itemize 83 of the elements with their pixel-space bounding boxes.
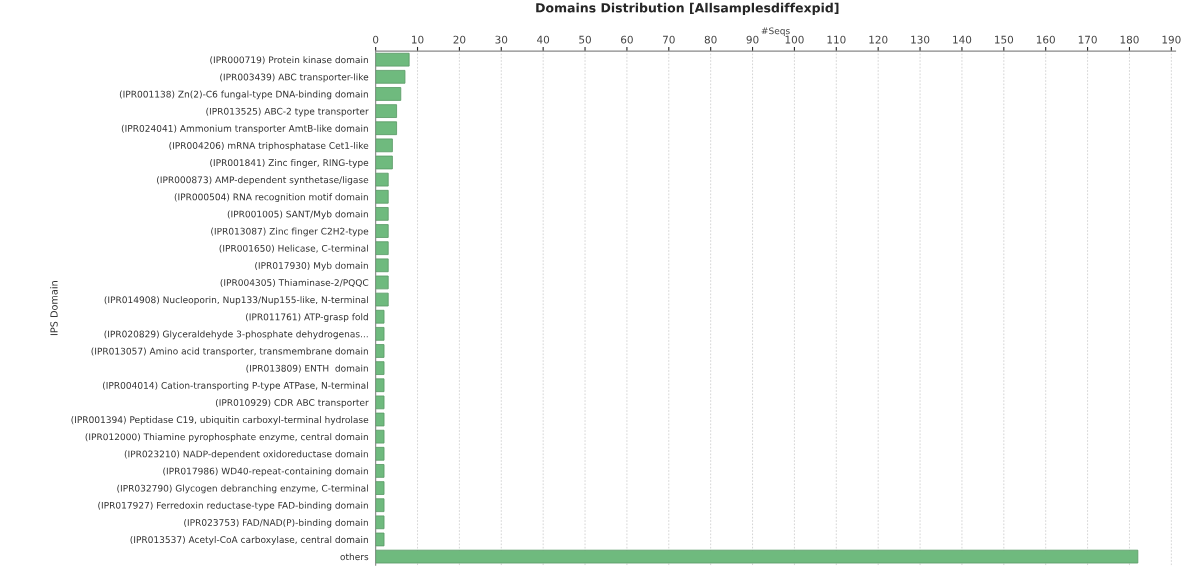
- bar: [375, 138, 393, 153]
- x-tick-label: 110: [827, 35, 846, 44]
- bar: [375, 172, 389, 187]
- bar: [375, 549, 1139, 564]
- y-tick-label: (IPR013537) Acetyl-CoA carboxylase, central domain: [130, 536, 368, 545]
- bar: [375, 481, 385, 495]
- x-tick-label: 180: [1120, 35, 1139, 44]
- bar: [375, 361, 385, 375]
- y-tick-label: (IPR004305) Thiaminase-2/PQQC: [220, 279, 369, 288]
- x-tick-label: 30: [495, 35, 508, 44]
- bar: [375, 121, 397, 136]
- x-tick-label: 10: [412, 35, 424, 44]
- x-axis-title: #Seqs: [761, 27, 790, 36]
- chart-title: Domains Distribution [Allsamplesdiffexpid]: [536, 2, 839, 15]
- y-tick-label: (IPR012000) Thiamine pyrophosphate enzyme, central domain: [85, 433, 368, 442]
- y-tick-label: (IPR013087) Zinc finger C2H2-type: [211, 227, 369, 237]
- x-tick-label: 0: [373, 35, 379, 44]
- x-tick-label: 50: [579, 35, 591, 44]
- y-tick-label: (IPR014908) Nucleoporin, Nup133/Nup155-like, N-terminal: [104, 296, 368, 305]
- bar: [375, 104, 397, 118]
- x-tick-label: 100: [785, 35, 804, 44]
- y-tick-label: (IPR000504) RNA recognition motif domain: [174, 193, 368, 203]
- x-tick-label: 120: [869, 35, 888, 44]
- y-tick-label: (IPR032790) Glycogen debranching enzyme, C-terminal: [117, 484, 368, 494]
- y-tick-label: (IPR001394) Peptidase C19, ubiquitin carboxyl-terminal hydrolase: [71, 416, 369, 425]
- bar: [375, 155, 393, 170]
- y-tick-label: (IPR001138) Zn(2)-C6 fungal-type DNA-binding domain: [119, 90, 368, 100]
- y-tick-label: (IPR001005) SANT/Myb domain: [227, 210, 368, 220]
- y-tick-label: (IPR013057) Amino acid transporter, transmembrane domain: [91, 347, 368, 357]
- x-tick-label: 40: [537, 35, 550, 44]
- bar: [375, 309, 385, 324]
- y-tick-label: (IPR017930) Myb domain: [255, 261, 368, 271]
- bar: [375, 87, 402, 101]
- bar: [375, 327, 385, 341]
- y-tick-label: (IPR017986) WD40-repeat-containing domain: [163, 467, 368, 477]
- bar: [375, 275, 389, 290]
- y-tick-label: (IPR023210) NADP-dependent oxidoreductase domain: [124, 450, 368, 460]
- x-tick-label: 150: [995, 35, 1014, 44]
- y-tick-label: (IPR013809) ENTH domain: [246, 364, 368, 373]
- bar: [375, 412, 385, 427]
- x-tick-label: 20: [453, 35, 466, 44]
- bar: [375, 241, 389, 256]
- bar: [375, 446, 385, 461]
- bar: [375, 395, 385, 410]
- bar: [375, 464, 385, 478]
- bar: [375, 292, 389, 307]
- bar: [375, 224, 389, 238]
- bar: [375, 189, 389, 204]
- y-tick-label: (IPR011761) ATP-grasp fold: [246, 313, 368, 323]
- y-tick-label: (IPR003439) ABC transporter-like: [220, 73, 369, 83]
- x-tick-label: 160: [1036, 35, 1055, 44]
- x-tick-label: 80: [704, 35, 717, 44]
- bar: [375, 258, 389, 273]
- bar: [375, 515, 385, 530]
- y-tick-label: (IPR013525) ABC-2 type transporter: [206, 107, 369, 117]
- y-tick-label: others: [340, 553, 369, 561]
- x-tick-label: 90: [746, 35, 759, 44]
- y-tick-label: (IPR017927) Ferredoxin reductase-type FAD-binding domain: [98, 501, 368, 511]
- bar: [375, 532, 385, 547]
- x-tick-label: 170: [1078, 35, 1097, 44]
- y-tick-label: (IPR024041) Ammonium transporter AmtB-like domain: [121, 124, 368, 134]
- y-axis-title: IPS Domain: [50, 281, 58, 336]
- y-tick-label: (IPR020829) Glyceraldehyde 3-phosphate dehydrogenas...: [104, 330, 368, 340]
- bar: [375, 69, 406, 84]
- y-tick-label: (IPR001841) Zinc finger, RING-type: [210, 159, 369, 168]
- y-tick-label: (IPR000719) Protein kinase domain: [210, 56, 368, 65]
- y-tick-label: (IPR000873) AMP-dependent synthetase/ligase: [157, 176, 369, 185]
- bar: [375, 429, 385, 444]
- y-tick-label: (IPR010929) CDR ABC transporter: [215, 398, 369, 408]
- bar: [375, 498, 385, 513]
- bar: [375, 207, 389, 221]
- bar: [375, 378, 385, 393]
- x-tick-label: 190: [1162, 35, 1181, 44]
- bar: [375, 344, 385, 358]
- bar: [375, 52, 410, 67]
- x-tick-label: 130: [911, 35, 930, 44]
- x-tick-label: 60: [621, 35, 633, 44]
- y-tick-label: (IPR004206) mRNA triphosphatase Cet1-like: [169, 141, 369, 151]
- y-tick-label: (IPR004014) Cation-transporting P-type ATPase, N-terminal: [102, 381, 368, 391]
- y-tick-label: (IPR023753) FAD/NAD(P)-binding domain: [184, 518, 368, 528]
- x-tick-label: 140: [953, 35, 972, 44]
- y-tick-label: (IPR001650) Helicase, C-terminal: [219, 244, 368, 253]
- x-tick-label: 70: [663, 35, 675, 44]
